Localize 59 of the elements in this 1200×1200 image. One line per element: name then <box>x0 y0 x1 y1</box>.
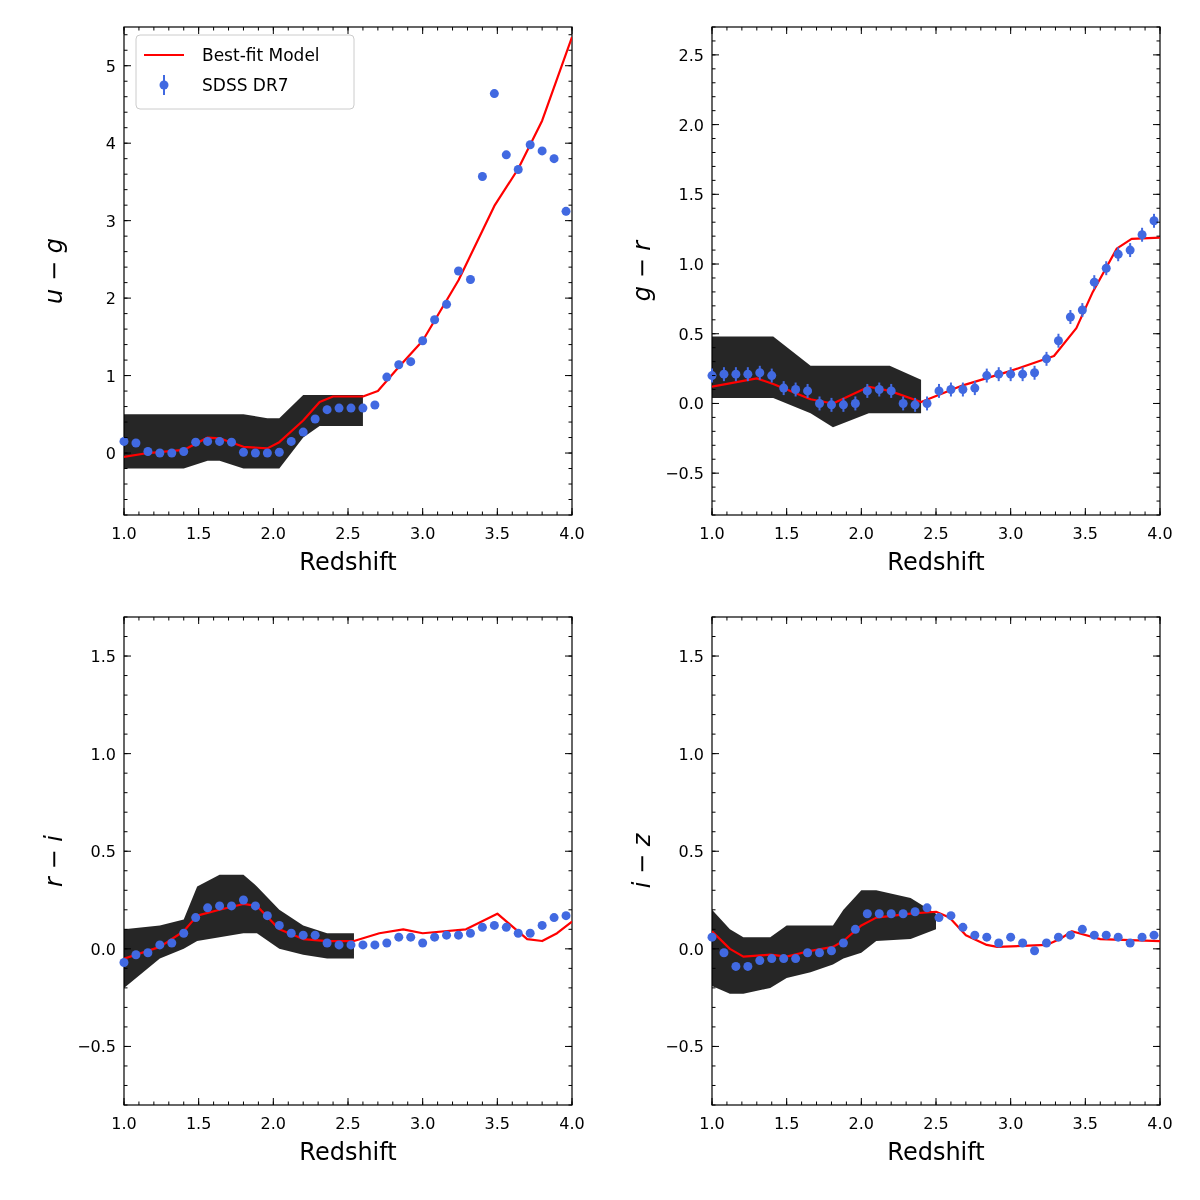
legend-label: Best-fit Model <box>202 45 320 65</box>
x-tick-label: 2.5 <box>335 1114 361 1133</box>
x-tick-label: 1.0 <box>699 1114 725 1133</box>
x-axis-title: Redshift <box>299 548 397 576</box>
y-tick-label: 1.0 <box>90 744 116 764</box>
x-tick-label: 1.5 <box>185 1114 212 1133</box>
x-tick-label: 3.5 <box>484 524 511 543</box>
y-tick-label: 0.5 <box>678 324 704 344</box>
y-tick-label: 1.5 <box>678 647 704 667</box>
y-tick-label: 0.0 <box>678 939 704 959</box>
x-axis-title: Redshift <box>887 1138 985 1166</box>
x-tick-label: 2.0 <box>260 1114 287 1133</box>
x-axis-title: Redshift <box>299 1138 397 1166</box>
x-tick-label: 4.0 <box>1147 524 1173 543</box>
y-tick-label: 2.0 <box>678 115 704 135</box>
x-tick-label: 3.5 <box>484 1114 511 1133</box>
y-tick-label: 0.5 <box>678 842 704 862</box>
x-tick-label: 2.5 <box>335 524 361 543</box>
x-tick-label: 1.5 <box>185 524 212 543</box>
y-tick-label: 4 <box>105 134 116 154</box>
x-tick-label: 3.5 <box>1072 524 1099 543</box>
x-tick-label: 2.5 <box>923 524 949 543</box>
x-tick-label: 2.0 <box>848 524 875 543</box>
x-tick-label: 1.5 <box>773 1114 800 1133</box>
legend-label: SDSS DR7 <box>202 75 289 95</box>
y-axis-title: r − i <box>40 834 68 887</box>
x-tick-label: 3.0 <box>409 1114 436 1133</box>
y-tick-label: 3 <box>105 211 116 231</box>
x-tick-label: 1.5 <box>773 524 800 543</box>
y-axis-title: g − r <box>628 238 656 302</box>
y-tick-label: 1 <box>105 366 116 386</box>
x-tick-label: 1.0 <box>699 524 725 543</box>
y-tick-label: 0 <box>105 444 116 464</box>
y-tick-label: 0.5 <box>90 842 116 862</box>
x-tick-label: 2.0 <box>260 524 287 543</box>
y-tick-label: 2 <box>105 289 116 309</box>
x-axis-title: Redshift <box>887 548 985 576</box>
y-tick-label: 1.0 <box>678 744 704 764</box>
y-tick-label: −0.5 <box>665 1037 704 1057</box>
y-tick-label: 5 <box>105 56 116 76</box>
x-tick-label: 2.0 <box>848 1114 875 1133</box>
y-tick-label: 0.0 <box>678 394 704 414</box>
x-tick-label: 3.0 <box>997 524 1024 543</box>
x-tick-label: 3.0 <box>997 1114 1024 1133</box>
x-tick-label: 4.0 <box>559 1114 585 1133</box>
x-tick-label: 4.0 <box>559 524 585 543</box>
y-tick-label: 1.5 <box>678 185 704 205</box>
y-axis-title: u − g <box>40 238 68 304</box>
x-tick-label: 3.5 <box>1072 1114 1099 1133</box>
y-tick-label: −0.5 <box>77 1037 116 1057</box>
x-tick-label: 4.0 <box>1147 1114 1173 1133</box>
x-tick-label: 2.5 <box>923 1114 949 1133</box>
y-tick-label: −0.5 <box>665 464 704 484</box>
y-tick-label: 1.0 <box>678 255 704 275</box>
y-tick-label: 0.0 <box>90 939 116 959</box>
x-tick-label: 3.0 <box>409 524 436 543</box>
y-tick-label: 1.5 <box>90 647 116 667</box>
y-axis-title: i − z <box>628 832 656 889</box>
y-tick-label: 2.5 <box>678 45 704 65</box>
